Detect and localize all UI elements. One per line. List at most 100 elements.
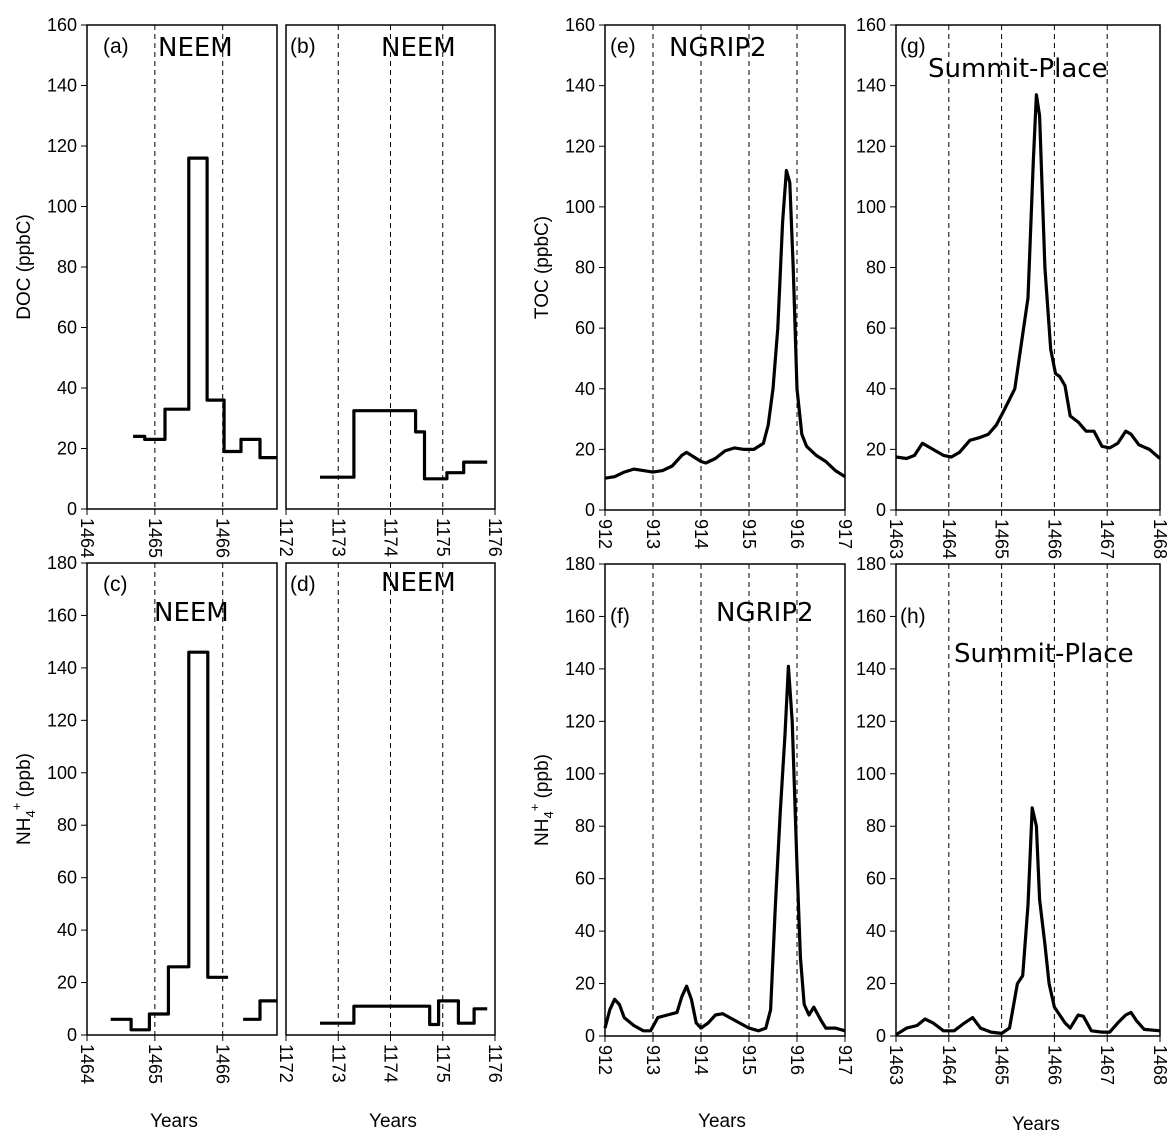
y-tick-label: 40: [866, 921, 886, 941]
panel-d: 1172 1173 1174 1175 1176 (d) NEEM: [276, 562, 505, 1083]
x-tick-label: 917: [835, 519, 855, 549]
y-tick-label: 20: [575, 974, 595, 994]
x-tick-label: 913: [643, 519, 663, 549]
panel-h: 0 20 40 60 80 100 120 140 160 180 1463 1464 1465 1466…: [856, 554, 1170, 1085]
x-tick-label: 912: [595, 519, 615, 549]
x-tick-label: 1466: [1044, 1045, 1064, 1085]
y-tick-label: 100: [856, 764, 886, 784]
x-tick-label: 1463: [886, 519, 906, 559]
panel-label: (g): [900, 35, 926, 58]
site-label: NEEM: [381, 568, 456, 598]
x-tick-label: 1176: [485, 1044, 505, 1083]
y-tick-label: 120: [856, 711, 886, 731]
y-tick-label: 100: [565, 764, 595, 784]
panel-g: 0 20 40 60 80 100 120 140 160 1463 1464 1465 1466 146…: [856, 15, 1170, 559]
x-tick-label: 1465: [145, 1044, 165, 1084]
y-tick-label: 80: [575, 816, 595, 836]
y-tick-label: 80: [866, 816, 886, 836]
data-series-line: [110, 650, 229, 1032]
x-tick-label: 913: [643, 1045, 663, 1075]
y-tick-label: 40: [57, 920, 77, 940]
y-axis-title: NH4+ (ppb): [9, 753, 38, 845]
panel-label: (d): [290, 573, 316, 596]
y-tick-label: 0: [876, 500, 886, 520]
y-tick-label: 60: [57, 868, 77, 888]
y-tick-label: 140: [565, 659, 595, 679]
y-tick-label: 100: [856, 197, 886, 217]
y-tick-label: 0: [876, 1026, 886, 1046]
x-tick-label: 1173: [328, 518, 348, 557]
site-label: NGRIP2: [669, 33, 767, 63]
x-tick-label: 1175: [433, 518, 453, 557]
y-tick-label: 20: [57, 439, 77, 459]
x-tick-label: 1465: [145, 518, 165, 558]
plot-frame: [895, 563, 1161, 1037]
y-tick-label: 20: [866, 439, 886, 459]
y-tick-label: 60: [575, 869, 595, 889]
y-tick-label: 0: [585, 500, 595, 520]
site-label: Summit-Place: [928, 54, 1108, 84]
x-tick-label: 1174: [381, 518, 401, 557]
data-series-line: [604, 168, 846, 480]
y-tick-label: 160: [565, 606, 595, 626]
panel-label: (h): [900, 605, 926, 628]
panel-f: 0 20 40 60 80 100 120 140 160 180 912 913 914 915 916 9…: [527, 554, 855, 1075]
y-tick-label: 80: [57, 815, 77, 835]
panel-b: 1172 1173 1174 1175 1176 (b) NEEM: [276, 24, 505, 557]
data-series-line: [895, 93, 1162, 461]
x-tick-label: 1175: [433, 1044, 453, 1083]
data-series-line: [320, 409, 488, 481]
x-tick-label: 1172: [276, 1044, 296, 1083]
x-tick-label: 1465: [992, 1045, 1012, 1085]
y-tick-label: 80: [866, 258, 886, 278]
panel-a: 0 20 40 60 80 100 120 140 160 1464 1465 1466 (a) NEEM…: [14, 15, 278, 558]
y-tick-label: 160: [856, 606, 886, 626]
y-tick-label: 100: [47, 197, 77, 217]
site-label: NEEM: [381, 33, 456, 63]
x-tick-label: 1172: [276, 518, 296, 557]
y-tick-label: 40: [575, 921, 595, 941]
y-tick-label: 0: [585, 1026, 595, 1046]
x-tick-label: 1466: [1044, 519, 1064, 559]
y-tick-label: 160: [856, 15, 886, 35]
data-series-line: [133, 156, 277, 460]
x-tick-label: 1466: [213, 1044, 233, 1084]
y-tick-label: 20: [57, 973, 77, 993]
plot-frame: [86, 562, 278, 1036]
y-tick-label: 60: [575, 318, 595, 338]
y-tick-label: 160: [47, 605, 77, 625]
y-tick-label: 160: [47, 15, 77, 35]
x-tick-label: 1173: [328, 1044, 348, 1083]
x-tick-label: 1467: [1097, 1045, 1117, 1085]
y-tick-label: 140: [47, 658, 77, 678]
y-tick-label: 60: [866, 869, 886, 889]
y-axis-title: TOC (ppbC): [532, 216, 553, 319]
x-tick-label: 1464: [939, 519, 959, 559]
x-tick-label: 1464: [77, 518, 97, 558]
y-tick-label: 40: [866, 379, 886, 399]
y-tick-label: 180: [856, 554, 886, 574]
x-tick-label: 912: [595, 1045, 615, 1075]
x-tick-label: 1467: [1097, 519, 1117, 559]
y-tick-label: 180: [47, 553, 77, 573]
y-tick-label: 140: [47, 76, 77, 96]
x-tick-label: 915: [739, 1045, 759, 1075]
x-tick-label: 916: [787, 519, 807, 549]
panel-label: (f): [610, 605, 630, 628]
x-axis-title: Years: [369, 1111, 417, 1132]
y-tick-label: 100: [565, 197, 595, 217]
x-tick-label: 1465: [992, 519, 1012, 559]
x-tick-label: 914: [691, 519, 711, 549]
y-tick-label: 20: [866, 974, 886, 994]
y-tick-label: 140: [856, 659, 886, 679]
data-series-line: [243, 999, 277, 1021]
y-tick-label: 120: [565, 711, 595, 731]
x-tick-label: 1464: [939, 1045, 959, 1085]
x-tick-label: 1176: [485, 518, 505, 557]
x-tick-label: 916: [787, 1045, 807, 1075]
x-tick-label: 917: [835, 1045, 855, 1075]
y-tick-label: 40: [575, 379, 595, 399]
plot-frame: [86, 24, 278, 510]
site-label: NEEM: [154, 598, 229, 628]
